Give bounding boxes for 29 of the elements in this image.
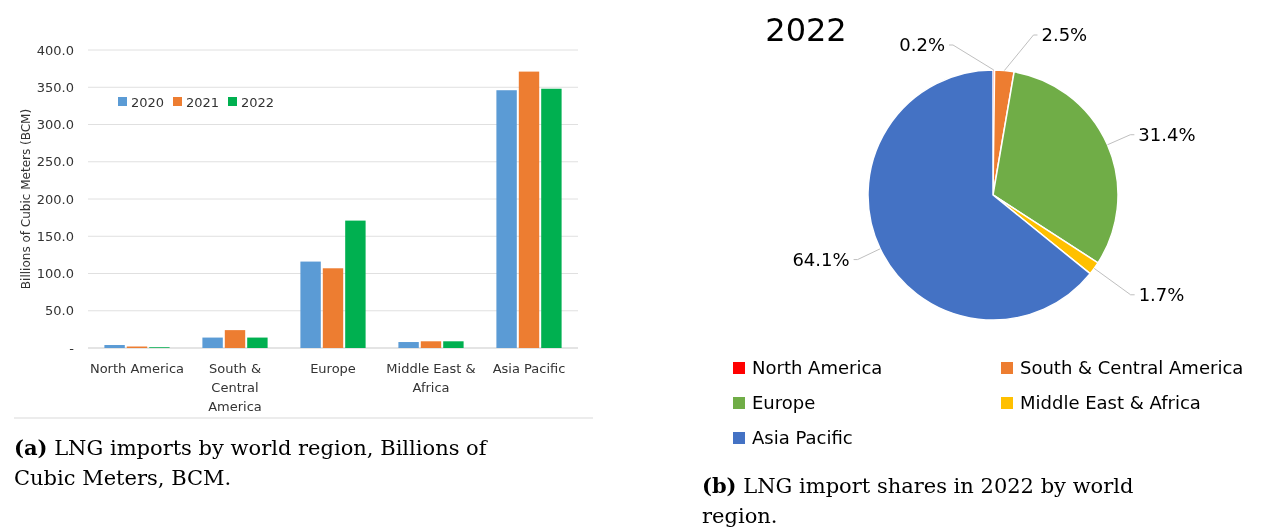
legend-label: 2022 xyxy=(241,94,275,110)
data-label: 1.7% xyxy=(1138,284,1185,306)
y-tick-label: 250.0 xyxy=(36,154,74,170)
y-axis-title: Billions of Cubic Meters (BCM) xyxy=(19,108,33,290)
legend-label: Europe xyxy=(752,392,816,414)
text: (a) LNG imports by world region, Billions of Cubic Meters, BCM. xyxy=(14,435,489,490)
x-tick-label: Asia Pacific xyxy=(492,361,566,376)
x-tick-label: South & Central America xyxy=(208,361,262,414)
x-tick-label: North America xyxy=(89,361,185,376)
legend-label: 2020 xyxy=(131,94,165,110)
y-tick-label: 50.0 xyxy=(45,303,74,319)
y-tick-label: 200.0 xyxy=(36,191,74,207)
y-tick-label: 400.0 xyxy=(36,42,74,58)
legend-label: 2021 xyxy=(186,94,220,110)
y-tick-label: 100.0 xyxy=(36,266,74,282)
y-tick-label: 150.0 xyxy=(36,228,74,244)
legend-label: Middle East & Africa xyxy=(1020,392,1201,414)
data-label: 64.1% xyxy=(792,248,850,270)
chart-title: 2022 xyxy=(765,11,847,50)
y-tick-label: 300.0 xyxy=(36,117,74,133)
y-tick-label: 350.0 xyxy=(36,79,74,95)
data-label: 31.4% xyxy=(1138,124,1196,146)
legend-label: Asia Pacific xyxy=(752,427,853,449)
x-tick-label: Middle East & Africa xyxy=(386,361,476,395)
data-label: 2.5% xyxy=(1041,24,1088,46)
text: (b) LNG import shares in 2022 by world region. xyxy=(702,473,1134,528)
data-label: 0.2% xyxy=(899,34,945,56)
y-tick-label: - xyxy=(69,340,75,356)
x-tick-label: Europe xyxy=(310,361,356,376)
